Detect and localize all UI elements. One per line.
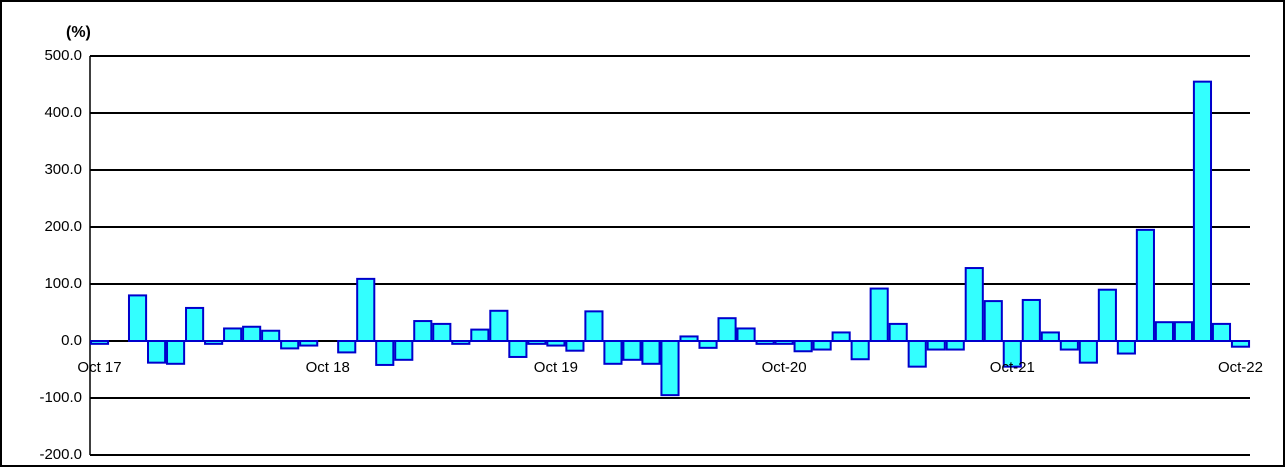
bar xyxy=(89,340,110,345)
bar xyxy=(774,340,794,345)
bar xyxy=(356,277,376,342)
bar xyxy=(603,340,623,365)
bar xyxy=(1002,340,1022,368)
bar xyxy=(1116,340,1136,355)
bar xyxy=(489,309,509,343)
bar xyxy=(755,340,775,345)
x-tick-label: Oct 18 xyxy=(306,359,350,376)
bar xyxy=(204,340,224,345)
bar xyxy=(527,340,547,345)
bar xyxy=(1021,298,1041,342)
bar xyxy=(793,340,813,353)
bar xyxy=(432,322,452,342)
bar xyxy=(127,294,148,342)
bar xyxy=(1173,321,1194,343)
bar xyxy=(698,340,718,349)
bar xyxy=(926,340,946,351)
y-axis-label: (%) xyxy=(66,24,91,41)
y-tick-label: 400.0 xyxy=(44,104,82,121)
bar xyxy=(641,340,661,365)
bar xyxy=(812,340,832,351)
y-tick-label: 200.0 xyxy=(44,218,82,235)
bar xyxy=(375,340,395,366)
bar xyxy=(280,340,300,350)
bar xyxy=(660,340,680,397)
y-tick-label: 0.0 xyxy=(61,332,82,349)
bar xyxy=(337,340,357,354)
bar xyxy=(470,328,490,343)
x-tick-label: Oct 17 xyxy=(77,359,121,376)
bar xyxy=(451,340,471,345)
bar xyxy=(736,327,756,342)
y-tick-label: -200.0 xyxy=(39,446,82,463)
bar xyxy=(1097,288,1117,343)
bar xyxy=(679,335,699,343)
bar xyxy=(1154,321,1174,343)
bar xyxy=(831,331,851,343)
y-tick-label: 100.0 xyxy=(44,275,82,292)
bar xyxy=(717,317,737,343)
x-tick-label: Oct 19 xyxy=(534,359,578,376)
bar xyxy=(185,306,205,343)
bar xyxy=(261,329,281,342)
bar xyxy=(1211,322,1232,342)
bar xyxy=(888,322,908,342)
x-tick-label: Oct-22 xyxy=(1218,359,1263,376)
y-tick-label: 300.0 xyxy=(44,161,82,178)
bar xyxy=(223,327,243,342)
bar xyxy=(147,340,167,364)
bar xyxy=(565,340,585,352)
bar xyxy=(869,287,889,342)
x-tick-label: Oct-21 xyxy=(990,359,1035,376)
bar xyxy=(945,340,965,351)
bar xyxy=(508,340,528,358)
bar xyxy=(1135,228,1155,343)
bar xyxy=(546,340,566,347)
bar xyxy=(850,340,870,361)
bar xyxy=(413,320,433,342)
bar xyxy=(1078,340,1098,364)
bar xyxy=(983,300,1003,343)
bar xyxy=(299,340,319,347)
bar xyxy=(1230,340,1251,348)
bar xyxy=(964,267,984,343)
x-tick-label: Oct-20 xyxy=(762,359,807,376)
bar xyxy=(242,325,262,342)
bar xyxy=(394,340,414,361)
bar xyxy=(166,340,186,365)
y-tick-label: -100.0 xyxy=(39,389,82,406)
bar xyxy=(1192,80,1213,343)
bar xyxy=(907,340,927,368)
y-tick-label: 500.0 xyxy=(44,47,82,64)
bar xyxy=(622,340,642,361)
bar xyxy=(584,310,604,342)
bar xyxy=(1059,340,1079,351)
bar xyxy=(1040,331,1060,343)
